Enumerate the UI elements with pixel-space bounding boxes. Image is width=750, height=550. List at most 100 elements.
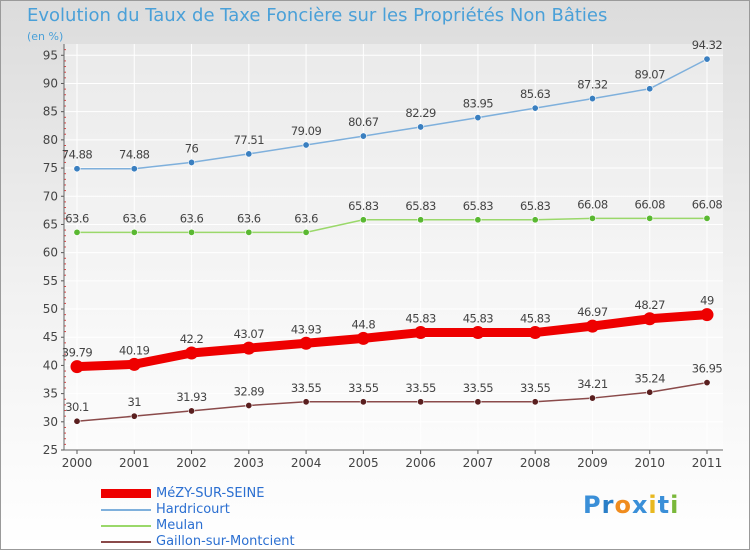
data-point xyxy=(703,379,711,387)
x-tick-label: 2006 xyxy=(405,456,436,470)
x-tick-label: 2011 xyxy=(692,456,723,470)
data-label: 33.55 xyxy=(291,381,322,395)
series-line-3 xyxy=(76,381,708,422)
data-label: 74.88 xyxy=(62,148,93,162)
data-label: 65.83 xyxy=(405,199,436,213)
data-point xyxy=(302,141,310,149)
logo-letter: r xyxy=(601,491,615,519)
y-tick-label: 90 xyxy=(43,76,58,90)
x-tick-label: 2009 xyxy=(577,456,608,470)
data-label: 89.07 xyxy=(635,68,666,82)
data-point xyxy=(302,228,310,236)
data-label: 65.83 xyxy=(348,199,379,213)
data-label: 36.95 xyxy=(692,362,723,376)
data-point xyxy=(130,228,138,236)
data-point xyxy=(130,412,138,420)
y-tick-label: 35 xyxy=(43,387,58,401)
data-point xyxy=(700,308,714,322)
data-label: 63.6 xyxy=(237,211,261,225)
data-point xyxy=(245,228,253,236)
data-point xyxy=(588,95,596,103)
logo-letter: i xyxy=(648,491,658,519)
legend-item-meulan[interactable]: Meulan xyxy=(101,518,431,534)
legend-label-mezy: MéZY-SUR-SEINE xyxy=(156,486,265,501)
legend-swatch-gaillon xyxy=(101,541,151,543)
data-point xyxy=(245,150,253,158)
data-label: 63.6 xyxy=(180,211,204,225)
data-label: 65.83 xyxy=(520,199,551,213)
data-label: 77.51 xyxy=(234,133,265,147)
data-point xyxy=(302,398,310,406)
data-label: 83.95 xyxy=(463,97,494,111)
data-label: 63.6 xyxy=(122,211,146,225)
data-label: 31.93 xyxy=(176,390,207,404)
proxiti-logo[interactable]: Proxiti xyxy=(583,491,679,519)
data-label: 48.27 xyxy=(635,298,666,312)
legend-item-mezy[interactable]: MéZY-SUR-SEINE xyxy=(101,486,431,502)
data-label: 33.55 xyxy=(405,381,436,395)
y-tick-label: 55 xyxy=(43,274,58,288)
data-label: 45.83 xyxy=(520,312,551,326)
data-label: 65.83 xyxy=(463,199,494,213)
data-label: 45.83 xyxy=(463,312,494,326)
y-tick-label: 60 xyxy=(43,246,58,260)
data-point xyxy=(127,357,141,371)
data-label: 30.1 xyxy=(65,400,89,414)
y-tick-label: 65 xyxy=(43,217,58,231)
data-label: 82.29 xyxy=(405,106,436,120)
x-tick-label: 2002 xyxy=(176,456,207,470)
data-label: 33.55 xyxy=(348,381,379,395)
data-point xyxy=(188,228,196,236)
y-tick-label: 30 xyxy=(43,415,58,429)
legend-label-meulan: Meulan xyxy=(156,518,204,533)
data-point xyxy=(646,85,654,93)
data-point xyxy=(474,398,482,406)
data-point xyxy=(646,214,654,222)
y-tick-label: 85 xyxy=(43,105,58,119)
logo-letter: i xyxy=(670,491,680,519)
data-label: 40.19 xyxy=(119,343,150,357)
y-tick-label: 25 xyxy=(43,443,58,457)
data-label: 63.6 xyxy=(294,211,318,225)
data-point xyxy=(585,319,599,333)
data-point xyxy=(703,55,711,63)
data-point xyxy=(417,398,425,406)
data-label: 66.08 xyxy=(692,197,723,211)
data-label: 31 xyxy=(127,395,141,409)
legend-swatch-mezy xyxy=(101,489,151,498)
data-point xyxy=(359,216,367,224)
legend-item-gaillon[interactable]: Gaillon-sur-Montcient xyxy=(101,534,431,550)
data-point xyxy=(417,123,425,131)
data-point xyxy=(588,214,596,222)
y-tick-label: 45 xyxy=(43,330,58,344)
data-point xyxy=(531,398,539,406)
series-line-0 xyxy=(72,310,712,372)
data-point xyxy=(359,132,367,140)
x-tick-label: 2005 xyxy=(348,456,379,470)
data-label: 76 xyxy=(185,141,199,155)
logo-letter: t xyxy=(657,491,671,519)
y-tick-label: 50 xyxy=(43,302,58,316)
series-line-2 xyxy=(76,217,708,234)
data-label: 42.2 xyxy=(180,332,204,346)
data-point xyxy=(531,104,539,112)
data-point xyxy=(188,158,196,166)
data-point xyxy=(471,326,485,340)
x-tick-label: 2010 xyxy=(634,456,665,470)
y-tick-label: 40 xyxy=(43,358,58,372)
data-label: 33.55 xyxy=(520,381,551,395)
x-tick-label: 2000 xyxy=(62,456,93,470)
data-point xyxy=(245,402,253,410)
data-point xyxy=(188,407,196,415)
legend-label-gaillon: Gaillon-sur-Montcient xyxy=(156,534,295,549)
data-label: 74.88 xyxy=(119,148,150,162)
data-point xyxy=(130,165,138,173)
y-tick-label: 80 xyxy=(43,133,58,147)
legend-item-hardricourt[interactable]: Hardricourt xyxy=(101,502,431,518)
y-unit-label: (en %) xyxy=(27,30,64,43)
data-label: 79.09 xyxy=(291,124,322,138)
data-point xyxy=(528,326,542,340)
data-point xyxy=(417,216,425,224)
data-point xyxy=(73,228,81,236)
